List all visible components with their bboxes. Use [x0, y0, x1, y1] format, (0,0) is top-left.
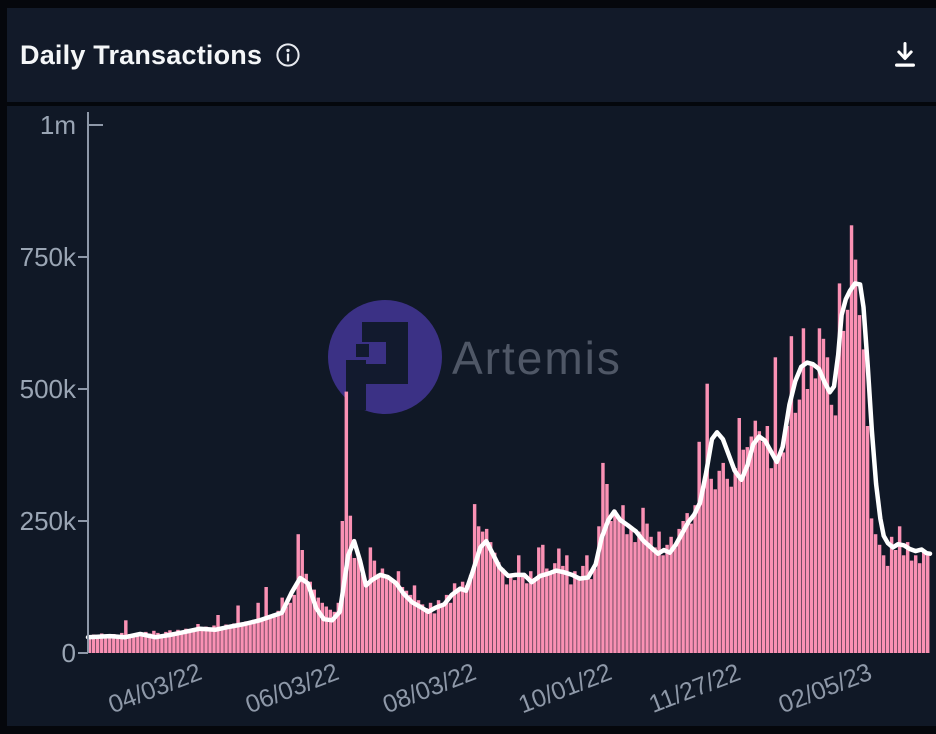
download-icon — [895, 42, 915, 67]
header: Daily Transactions — [7, 8, 936, 102]
x-axis-label: 08/03/22 — [379, 658, 480, 719]
plot-area[interactable] — [88, 112, 930, 653]
x-axis-label: 11/27/22 — [645, 658, 744, 718]
chart-card: Daily Transactions Artemis — [7, 8, 936, 726]
info-icon[interactable] — [275, 42, 301, 68]
x-axis-label: 02/05/23 — [775, 658, 876, 719]
chart-region: Artemis1m750k500k250k004/03/2206/03/2208… — [7, 106, 936, 726]
y-axis-label: 750k — [20, 242, 77, 272]
y-axis-label: 1m — [40, 110, 76, 140]
x-axis-label: 04/03/22 — [105, 658, 206, 719]
y-axis-label: 250k — [20, 506, 77, 536]
y-axis-label: 0 — [62, 638, 76, 668]
title-row: Daily Transactions — [20, 40, 301, 71]
y-axis-label: 500k — [20, 374, 77, 404]
x-axis-label: 06/03/22 — [242, 658, 343, 719]
x-axis-label: 10/01/22 — [515, 658, 616, 719]
header-divider — [7, 102, 936, 106]
download-button[interactable] — [890, 39, 920, 71]
page-title: Daily Transactions — [20, 39, 263, 70]
